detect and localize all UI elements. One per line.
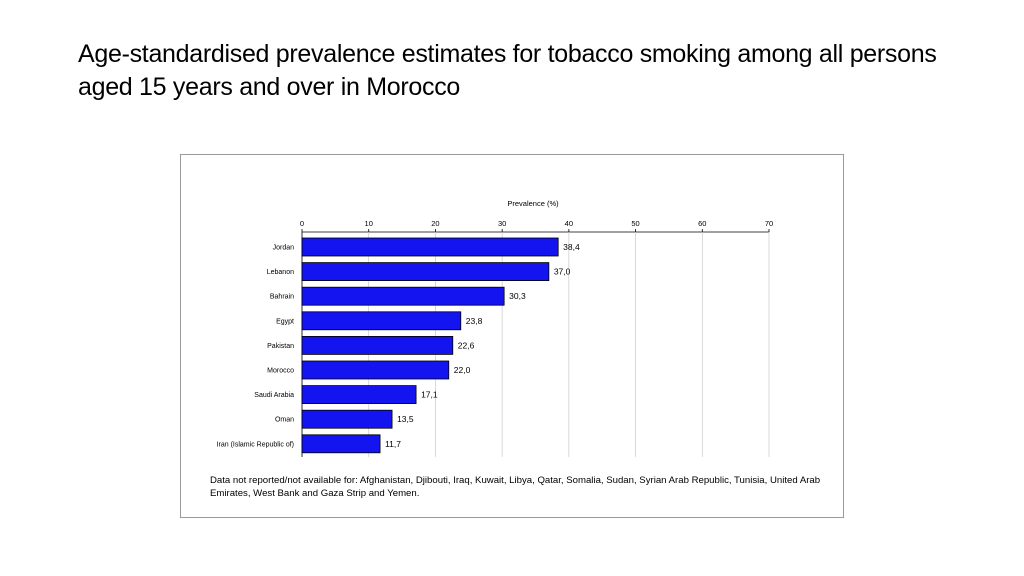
data-label: 37,0 [554, 267, 571, 277]
category-label: Bahrain [270, 294, 294, 301]
axis-title: Prevalence (%) [507, 199, 559, 208]
tick-label: 60 [698, 219, 706, 228]
tick-label: 10 [365, 219, 373, 228]
tick-label: 0 [300, 219, 304, 228]
category-label: Jordan [273, 245, 295, 252]
bar [302, 410, 392, 428]
data-label: 17,1 [421, 390, 438, 400]
bar [302, 361, 449, 379]
category-label: Saudi Arabia [254, 392, 294, 399]
bar [302, 435, 380, 453]
data-label: 38,4 [563, 242, 580, 252]
data-label: 13,5 [397, 414, 414, 424]
category-label: Iran (Islamic Republic of) [217, 441, 294, 448]
chart-frame: Prevalence (%) 0 10 20 30 40 50 60 70 Jordan 38,4… [180, 154, 844, 518]
data-label: 22,0 [454, 365, 471, 375]
tick-label: 50 [631, 219, 639, 228]
data-label: 23,8 [466, 316, 483, 326]
tick-label: 20 [431, 219, 439, 228]
data-label: 11,7 [385, 439, 401, 449]
slide-title: Age-standardised prevalence estimates fo… [78, 38, 958, 104]
category-label: Egypt [276, 318, 294, 325]
category-label: Pakistan [267, 343, 294, 350]
data-label: 30,3 [509, 291, 526, 301]
category-label: Lebanon [267, 269, 294, 276]
bar [302, 386, 416, 404]
bar [302, 238, 558, 256]
tick-label: 40 [565, 219, 573, 228]
data-label: 22,6 [458, 340, 475, 350]
category-label: Morocco [267, 368, 294, 375]
bar [302, 287, 504, 305]
bar [302, 336, 453, 354]
tick-label: 70 [765, 219, 773, 228]
category-label: Oman [275, 417, 294, 424]
bar [302, 263, 549, 281]
bar-chart: Prevalence (%) 0 10 20 30 40 50 60 70 Jordan 38,4… [181, 155, 843, 517]
tick-label: 30 [498, 219, 506, 228]
chart-footnote: Data not reported/not available for: Afg… [210, 474, 830, 500]
bar [302, 312, 461, 330]
